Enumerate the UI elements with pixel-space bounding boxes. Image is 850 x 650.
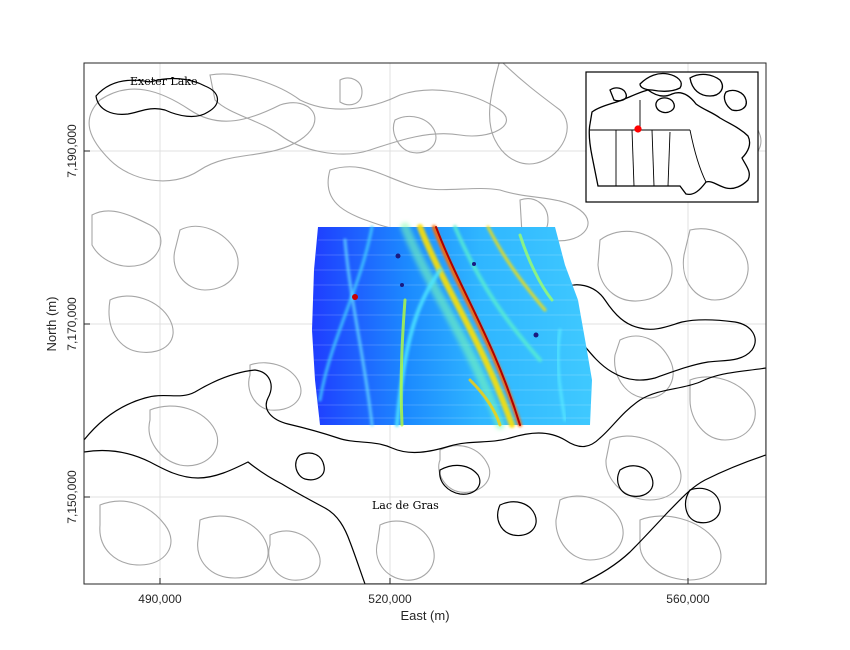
contour-line — [438, 445, 491, 493]
x-tick-label: 520,000 — [368, 592, 412, 606]
inset-frame — [585, 71, 759, 203]
contour-line — [639, 515, 722, 581]
contour-line — [597, 230, 673, 302]
contour-line — [148, 405, 219, 467]
lake-island — [439, 464, 481, 495]
lake-island — [497, 501, 537, 537]
anomaly-trend — [518, 233, 554, 302]
northern-shore — [557, 284, 756, 381]
y-axis-label: North (m) — [44, 297, 59, 352]
anomaly-trend — [486, 225, 547, 312]
contour-line — [99, 500, 172, 566]
anomaly-trend — [399, 298, 407, 427]
anomaly-spot — [400, 283, 404, 287]
lake-island — [617, 465, 654, 497]
anomaly-trend — [417, 224, 515, 428]
anomaly-spot — [352, 294, 358, 300]
contour-line — [197, 515, 269, 579]
contour-line — [248, 362, 302, 411]
anomaly-spot — [472, 262, 476, 266]
contour-line — [605, 435, 682, 501]
y-tick-label: 7,150,000 — [65, 470, 79, 524]
gras-lake-shore — [84, 367, 766, 584]
contour-line — [88, 88, 316, 182]
anomaly-spot — [533, 332, 539, 338]
x-tick-label: 490,000 — [138, 592, 182, 606]
anomaly-trend — [435, 226, 521, 426]
x-axis-label: East (m) — [400, 608, 449, 623]
anomaly-trends — [318, 222, 567, 430]
y-tick-label: 7,170,000 — [65, 297, 79, 351]
anomaly-trend — [400, 222, 505, 430]
lake-island — [684, 487, 721, 524]
contour-line — [209, 73, 507, 155]
contour-line — [173, 225, 239, 291]
anomaly-trend — [468, 378, 502, 427]
contour-line — [91, 210, 162, 267]
contour-line — [689, 376, 756, 441]
survey-data-heatmap — [312, 222, 592, 430]
contour-line — [339, 77, 363, 106]
elevation-contours — [88, 63, 762, 581]
anomaly-trend — [318, 225, 374, 402]
lake-shorelines — [84, 77, 766, 584]
contour-line — [555, 495, 624, 561]
contour-line — [392, 115, 437, 154]
y-tick-label: 7,190,000 — [65, 124, 79, 178]
lake-island — [295, 452, 325, 481]
inset-map-canada — [585, 71, 759, 203]
inset-location-marker — [634, 125, 642, 133]
anomaly-trend — [556, 328, 567, 422]
anomaly-spot — [395, 253, 401, 259]
contour-line — [489, 63, 568, 165]
contour-line — [268, 530, 321, 581]
contour-line — [682, 228, 749, 301]
anomaly-trend — [453, 225, 542, 362]
place-label-exeter-lake: Exeter Lake — [130, 75, 197, 88]
contour-line — [108, 295, 174, 353]
exeter-lake-shore — [95, 77, 218, 118]
tick-marks — [84, 150, 689, 584]
place-label-lac-de-gras: Lac de Gras — [372, 499, 439, 512]
contour-line — [376, 520, 435, 581]
anomaly-trend — [343, 238, 374, 427]
x-tick-label: 560,000 — [666, 592, 710, 606]
canada-outline — [588, 72, 751, 196]
